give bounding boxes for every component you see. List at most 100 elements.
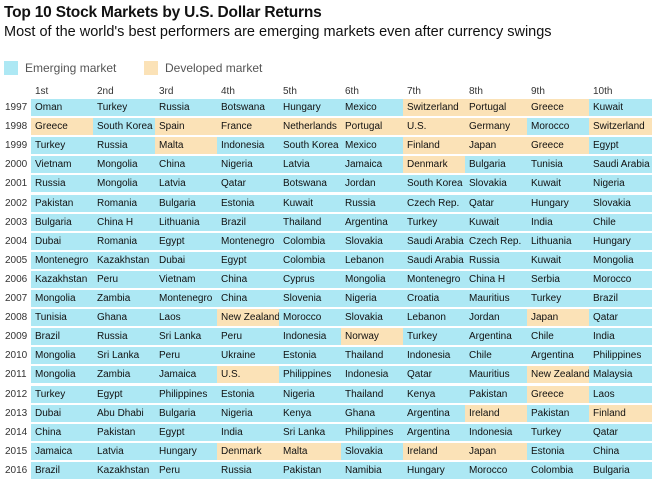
- cell-emerging-market: Malaysia: [589, 366, 652, 384]
- table-row: 2015 Jamaica Latvia Hungary Denmark Malta Slov…: [0, 442, 655, 461]
- cell-emerging-market: Lebanon: [403, 309, 465, 327]
- cell-emerging-market: Pakistan: [279, 461, 341, 479]
- cell-emerging-market: Peru: [155, 347, 217, 365]
- row-year: 2006: [5, 273, 28, 285]
- cell-emerging-market: Turkey: [527, 290, 589, 307]
- cell-emerging-market: Qatar: [589, 309, 652, 327]
- cell-emerging-market: Kuwait: [279, 194, 341, 212]
- cell-emerging-market: Montenegro: [403, 270, 465, 288]
- cell-emerging-market: Russia: [217, 461, 279, 479]
- row-year: 1999: [5, 140, 28, 152]
- cell-emerging-market: Croatia: [403, 290, 465, 307]
- cell-emerging-market: Egypt: [155, 423, 217, 441]
- cell-developed-market: Denmark: [217, 442, 279, 460]
- cell-emerging-market: Mongolia: [93, 175, 155, 193]
- cell-emerging-market: Egypt: [93, 385, 155, 403]
- cell-emerging-market: Turkey: [31, 385, 93, 403]
- cell-emerging-market: Romania: [93, 232, 155, 250]
- cell-emerging-market: Ghana: [93, 309, 155, 327]
- cell-emerging-market: Hungary: [155, 442, 217, 460]
- cell-emerging-market: Pakistan: [31, 194, 93, 212]
- cell-developed-market: Netherlands: [279, 118, 341, 136]
- cell-developed-market: Switzerland: [589, 118, 652, 136]
- table-row: 2002 Pakistan Romania Bulgaria Estonia Kuwait…: [0, 194, 655, 213]
- cell-emerging-market: Slovakia: [341, 309, 403, 327]
- cell-emerging-market: Thailand: [341, 347, 403, 365]
- cell-emerging-market: Sri Lanka: [93, 347, 155, 365]
- cell-emerging-market: Indonesia: [217, 137, 279, 155]
- cell-emerging-market: Kenya: [403, 385, 465, 403]
- cell-emerging-market: Saudi Arabia: [403, 251, 465, 269]
- cell-emerging-market: Mongolia: [93, 156, 155, 174]
- cell-emerging-market: Morocco: [589, 270, 652, 288]
- cell-emerging-market: Argentina: [527, 347, 589, 365]
- cell-emerging-market: Nigeria: [217, 156, 279, 174]
- cell-emerging-market: Laos: [589, 385, 652, 403]
- cell-developed-market: Portugal: [341, 118, 403, 136]
- cell-emerging-market: Argentina: [465, 328, 527, 346]
- table-row: 1998 Greece South Korea Spain France Netherla…: [0, 117, 655, 136]
- cell-emerging-market: South Korea: [279, 137, 341, 155]
- cell-emerging-market: Mexico: [341, 137, 403, 155]
- legend-developed: Developed market: [144, 61, 262, 75]
- cell-emerging-market: Indonesia: [341, 366, 403, 384]
- column-header-7th: 7th: [407, 86, 421, 97]
- cell-emerging-market: Dubai: [31, 232, 93, 250]
- cell-emerging-market: Indonesia: [279, 328, 341, 346]
- cell-emerging-market: Latvia: [93, 442, 155, 460]
- cell-developed-market: Switzerland: [403, 99, 465, 116]
- cell-emerging-market: Colombia: [279, 232, 341, 250]
- cell-emerging-market: Ukraine: [217, 347, 279, 365]
- cell-emerging-market: Bulgaria: [155, 194, 217, 212]
- cell-emerging-market: Jordan: [341, 175, 403, 193]
- table-row: 2001 Russia Mongolia Latvia Qatar Botswana Jor…: [0, 174, 655, 193]
- column-header-3rd: 3rd: [159, 86, 174, 97]
- cell-emerging-market: Kenya: [279, 404, 341, 422]
- cell-emerging-market: Peru: [155, 461, 217, 479]
- row-year: 2010: [5, 350, 28, 362]
- cell-emerging-market: China: [217, 290, 279, 307]
- cell-emerging-market: Nigeria: [589, 175, 652, 193]
- cell-emerging-market: Chile: [465, 347, 527, 365]
- cell-emerging-market: Vietnam: [31, 156, 93, 174]
- cell-emerging-market: Mongolia: [341, 270, 403, 288]
- legend-emerging: Emerging market: [4, 61, 116, 75]
- table-row: 1999 Turkey Russia Malta Indonesia South Kore…: [0, 136, 655, 155]
- table-row: 2008 Tunisia Ghana Laos New Zealand Morocco Sl…: [0, 308, 655, 327]
- cell-emerging-market: Egypt: [217, 251, 279, 269]
- cell-developed-market: Greece: [527, 385, 589, 403]
- legend-label-developed: Developed market: [165, 61, 263, 75]
- cell-emerging-market: Qatar: [403, 366, 465, 384]
- cell-emerging-market: Cyprus: [279, 270, 341, 288]
- cell-emerging-market: Kuwait: [527, 251, 589, 269]
- cell-emerging-market: Mongolia: [589, 251, 652, 269]
- cell-developed-market: New Zealand: [527, 366, 589, 384]
- table-row: 1997 Oman Turkey Russia Botswana Hungary Mexic…: [0, 98, 655, 117]
- cell-developed-market: Germany: [465, 118, 527, 136]
- row-year: 2009: [5, 331, 28, 343]
- cell-developed-market: Greece: [31, 118, 93, 136]
- cell-emerging-market: Slovakia: [465, 175, 527, 193]
- cell-emerging-market: Estonia: [217, 194, 279, 212]
- cell-developed-market: New Zealand: [217, 309, 279, 327]
- cell-emerging-market: South Korea: [403, 175, 465, 193]
- cell-emerging-market: Qatar: [217, 175, 279, 193]
- cell-emerging-market: Mongolia: [31, 290, 93, 307]
- cell-emerging-market: Kuwait: [465, 213, 527, 231]
- cell-emerging-market: Kuwait: [527, 175, 589, 193]
- table-row: 2003 Bulgaria China H Lithuania Brazil Thaila…: [0, 213, 655, 232]
- cell-emerging-market: Lithuania: [527, 232, 589, 250]
- cell-emerging-market: Dubai: [31, 404, 93, 422]
- cell-emerging-market: Botswana: [217, 99, 279, 116]
- cell-emerging-market: Montenegro: [155, 290, 217, 307]
- row-year: 2014: [5, 426, 28, 438]
- row-year: 2004: [5, 235, 28, 247]
- cell-emerging-market: Kazakhstan: [93, 461, 155, 479]
- cell-emerging-market: Zambia: [93, 366, 155, 384]
- cell-emerging-market: Montenegro: [31, 251, 93, 269]
- cell-developed-market: Malta: [279, 442, 341, 460]
- cell-developed-market: Japan: [527, 309, 589, 327]
- cell-emerging-market: Oman: [31, 99, 93, 116]
- cell-emerging-market: Czech Rep.: [465, 232, 527, 250]
- cell-developed-market: Finland: [403, 137, 465, 155]
